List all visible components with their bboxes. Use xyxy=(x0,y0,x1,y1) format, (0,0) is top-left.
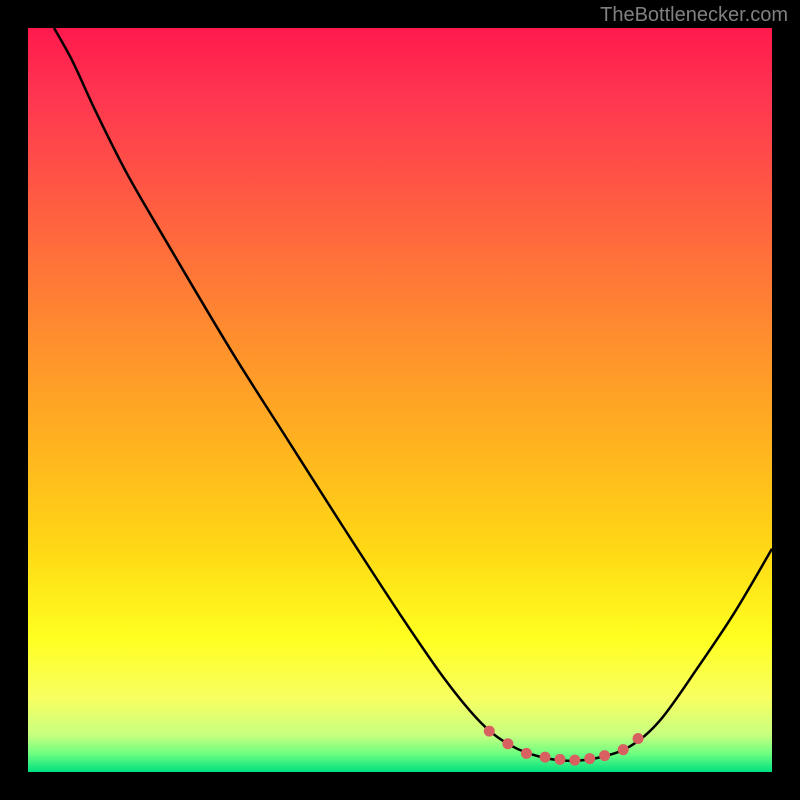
optimal-range-dots xyxy=(484,726,644,766)
curve-layer xyxy=(28,28,772,772)
plot-area xyxy=(28,28,772,772)
bottleneck-curve xyxy=(54,28,772,761)
watermark-text: TheBottlenecker.com xyxy=(600,4,788,27)
